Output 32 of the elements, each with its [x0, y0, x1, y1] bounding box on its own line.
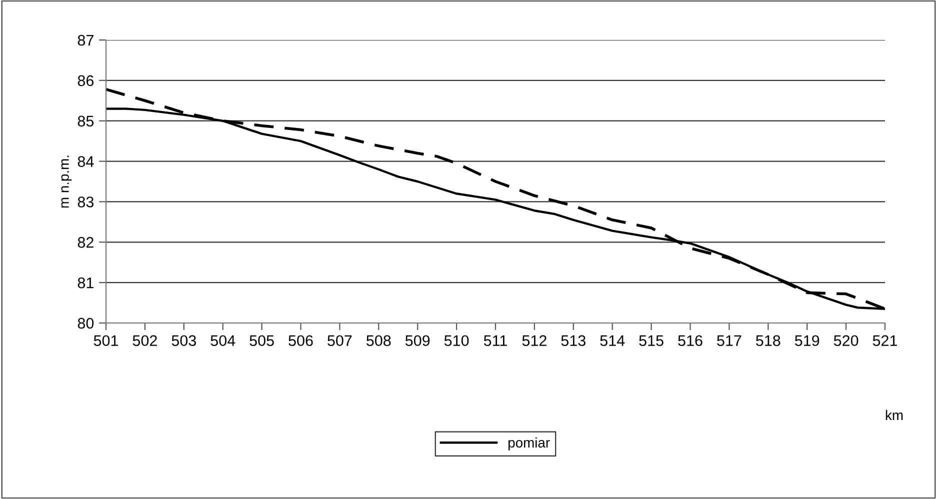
x-tick-label: 513 — [561, 335, 586, 346]
x-tick-label: 504 — [210, 335, 236, 346]
x-tick-label: 511 — [484, 335, 507, 346]
x-tick-label: 509 — [405, 335, 430, 346]
x-tick-label: 502 — [132, 335, 157, 346]
x-tick-label: 515 — [639, 335, 664, 346]
x-tick-label: 512 — [522, 335, 546, 346]
y-tick-label: 81 — [78, 277, 94, 288]
x-tick-label: 520 — [834, 335, 858, 346]
y-tick-label: 84 — [78, 156, 94, 167]
x-tick-label: 505 — [250, 335, 274, 346]
legend-label: pomiar — [508, 437, 550, 450]
x-tick-label: 519 — [794, 335, 820, 346]
x-tick-label: 517 — [717, 335, 742, 346]
y-axis-title: m n.p.m. — [61, 156, 72, 208]
x-tick-label: 521 — [872, 335, 897, 346]
y-tick-label: 87 — [78, 34, 94, 46]
x-tick-label: 514 — [600, 335, 625, 346]
x-tick-label: 510 — [444, 335, 469, 346]
x-tick-label: 516 — [678, 335, 702, 346]
x-tick-label: 506 — [288, 335, 313, 346]
y-tick-label: 82 — [78, 237, 94, 248]
x-tick-label: 501 — [94, 335, 118, 346]
x-tick-label: 507 — [328, 335, 352, 346]
y-tick-label: 86 — [78, 75, 94, 86]
y-tick-label: 80 — [78, 318, 94, 329]
x-tick-label: 518 — [756, 335, 780, 346]
x-tick-label: 508 — [366, 335, 391, 346]
y-tick-label: 83 — [78, 196, 94, 208]
y-tick-label: 85 — [78, 116, 94, 127]
x-tick-label: 503 — [172, 335, 196, 346]
x-axis-title: km — [886, 410, 903, 420]
